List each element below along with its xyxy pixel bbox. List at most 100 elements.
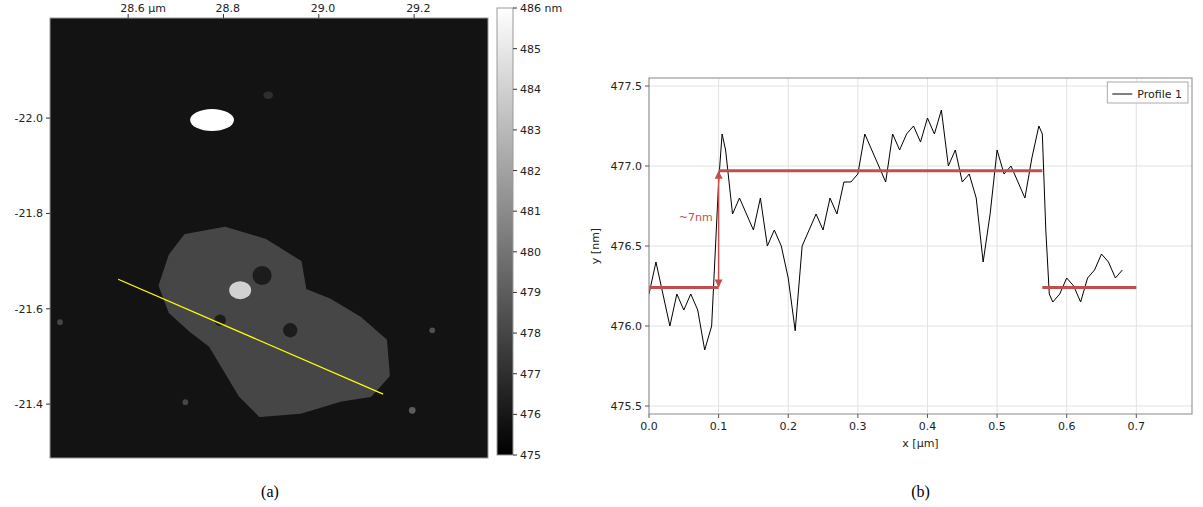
y-tick [645, 86, 649, 87]
y-tick-label: 477.5 [611, 80, 643, 93]
colorbar-tick-label: 478 [520, 327, 541, 340]
colorbar-tick [513, 8, 517, 9]
step-arrow [718, 172, 720, 287]
x-tick-label: 0.7 [1128, 420, 1146, 433]
x-tick-label: 0.2 [779, 420, 797, 433]
grid-line [649, 246, 1192, 247]
x-tick [718, 414, 719, 418]
x-tick-label: 0.4 [919, 420, 937, 433]
particle [182, 399, 188, 405]
arrow-head [715, 280, 723, 288]
image-content [57, 91, 435, 415]
image-frame [50, 18, 488, 458]
particle [190, 109, 234, 131]
colorbar-tick [513, 129, 517, 130]
y-tick [645, 326, 649, 327]
particle [57, 319, 63, 325]
y-tick [46, 404, 50, 405]
y-tick-label: -22.0 [15, 112, 43, 125]
level-line [719, 169, 1043, 172]
colorbar-tick-label: 481 [520, 205, 541, 218]
colorbar-tick-label: 476 [520, 408, 541, 421]
x-tick-label: 0.3 [849, 420, 867, 433]
x-tick [997, 414, 998, 418]
x-tick [1136, 414, 1137, 418]
profile-line [649, 110, 1122, 350]
x-tick [649, 414, 650, 418]
colorbar-tick [513, 333, 517, 334]
colorbar-tick-label: 483 [520, 124, 541, 137]
colorbar-tick-label: 485 [520, 43, 541, 56]
y-tick-label: 477.0 [611, 160, 643, 173]
plot-frame [649, 78, 1192, 414]
colorbar-tick [513, 89, 517, 90]
x-tick-label: 0.1 [710, 420, 728, 433]
y-axis-title: y [nm] [589, 228, 602, 264]
colorbar-tick [513, 373, 517, 374]
y-tick [645, 406, 649, 407]
arrow-head [715, 171, 723, 179]
grid-line [649, 166, 1192, 167]
y-tick [46, 213, 50, 214]
y-tick-label: -21.6 [15, 303, 43, 316]
profile-line [118, 279, 383, 394]
colorbar-tick-label: 479 [520, 286, 541, 299]
particle [429, 327, 435, 333]
image-background [50, 18, 488, 458]
y-tick [46, 308, 50, 309]
y-tick [645, 166, 649, 167]
colorbar-tick-label: 475 [520, 449, 541, 462]
x-tick-label: 29.0 [311, 2, 336, 15]
panel-label: (b) [911, 483, 930, 501]
y-tick-label: 476.5 [611, 240, 643, 253]
colorbar-tick-label: 480 [520, 246, 541, 259]
plot-area [649, 78, 1192, 414]
pit [283, 323, 297, 337]
x-tick-label: 28.8 [215, 2, 240, 15]
y-tick [46, 118, 50, 119]
x-tick-label: 29.2 [406, 2, 431, 15]
x-tick-label: 0.5 [988, 420, 1006, 433]
legend-label: Profile 1 [1137, 88, 1182, 101]
colorbar-tick [513, 292, 517, 293]
legend: Profile 1 [1107, 82, 1188, 103]
x-tick [788, 414, 789, 418]
y-tick-label: 475.5 [611, 400, 643, 413]
pit [253, 266, 272, 285]
colorbar-tick [513, 414, 517, 415]
x-tick [927, 414, 928, 418]
colorbar-tick [513, 170, 517, 171]
y-tick-label: -21.8 [15, 207, 43, 220]
colorbar-tick-label: 484 [520, 83, 541, 96]
colorbar-tick [513, 251, 517, 252]
colorbar-tick-label: 486 nm [520, 2, 562, 15]
x-axis-title: x [µm] [902, 437, 938, 450]
y-tick [645, 246, 649, 247]
colorbar-tick-label: 482 [520, 165, 541, 178]
particle [229, 281, 251, 299]
y-tick-label: 476.0 [611, 320, 643, 333]
pit [214, 315, 225, 326]
grid-line [649, 326, 1192, 327]
level-line [649, 286, 719, 289]
colorbar [497, 8, 513, 455]
colorbar-tick-label: 477 [520, 368, 541, 381]
panel-label: (a) [261, 483, 279, 501]
x-tick-label: 0.0 [640, 420, 658, 433]
annotation: ~7nm [679, 211, 713, 224]
legend-box [1107, 82, 1188, 103]
plot-content [649, 110, 1136, 350]
particle [264, 91, 274, 99]
x-tick [1066, 414, 1067, 418]
x-tick [857, 414, 858, 418]
x-tick-label: 28.6 µm [120, 2, 166, 15]
colorbar-tick [513, 455, 517, 456]
colorbar-tick [513, 211, 517, 212]
colorbar-tick [513, 48, 517, 49]
island [160, 228, 388, 415]
grid-line [649, 406, 1192, 407]
x-tick-label: 0.6 [1058, 420, 1076, 433]
y-tick-label: -21.4 [15, 398, 43, 411]
legend-swatch [1112, 94, 1132, 95]
particle [409, 407, 416, 414]
